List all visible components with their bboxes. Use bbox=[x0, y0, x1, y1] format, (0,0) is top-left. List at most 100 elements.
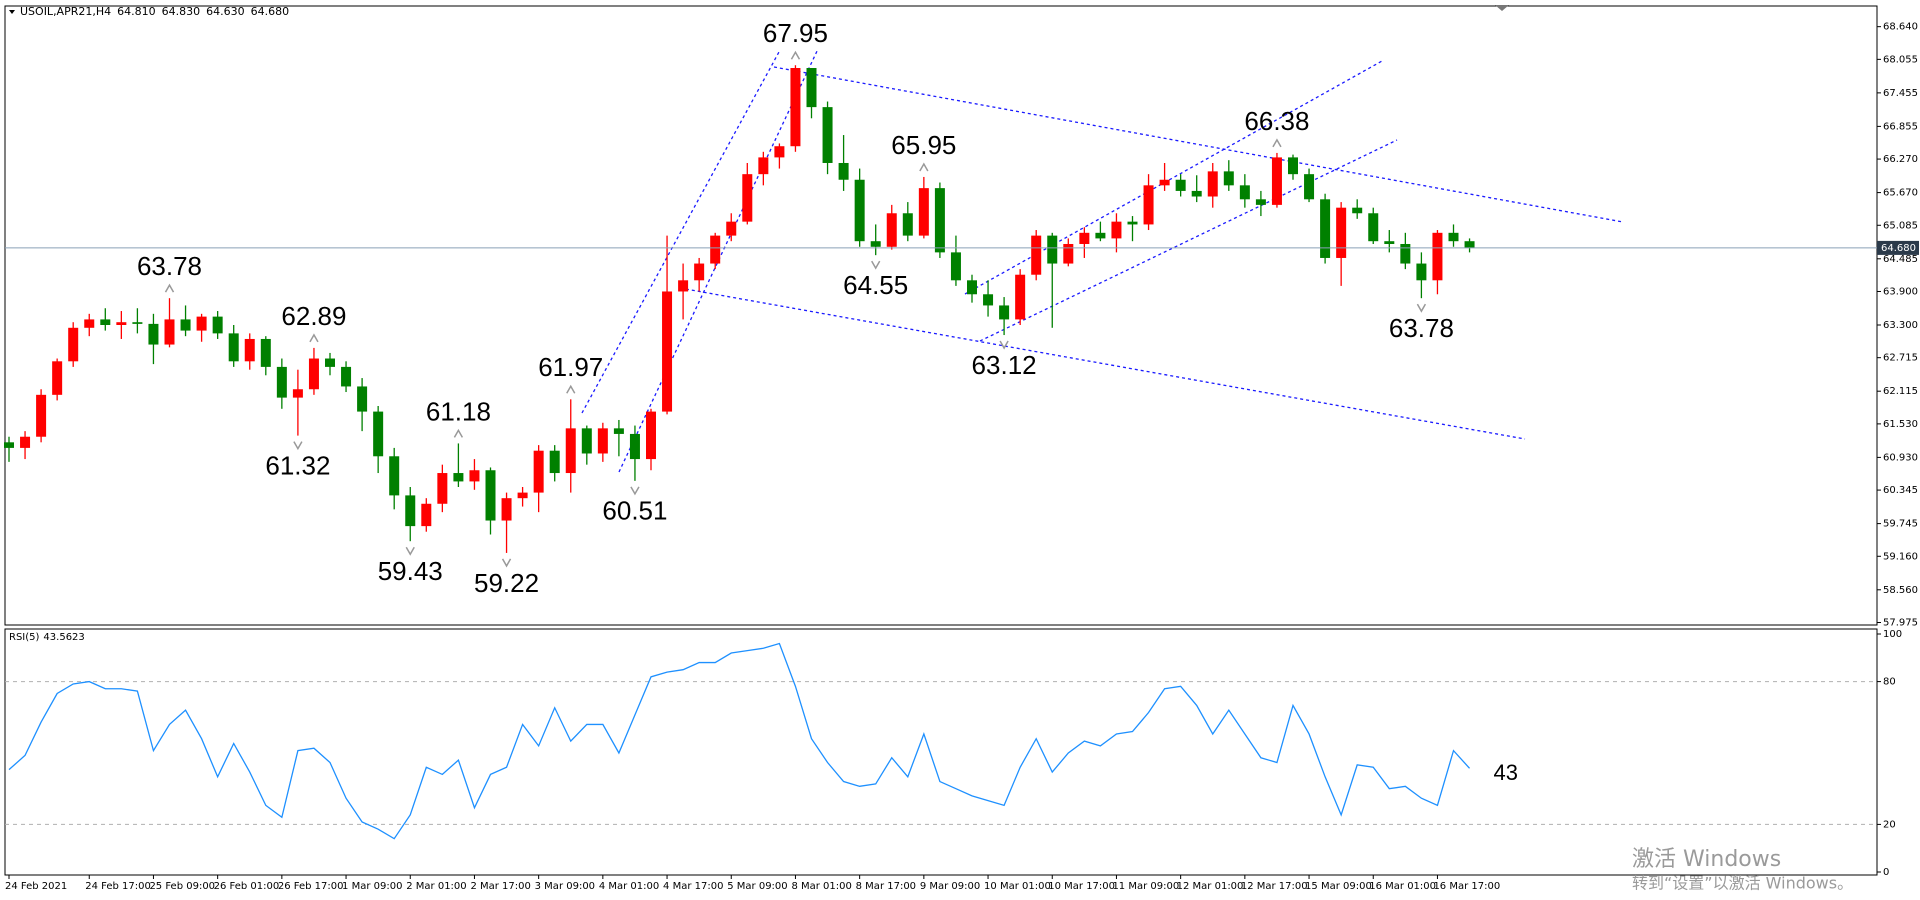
rsi-end-label: 43 bbox=[1494, 760, 1518, 785]
candle-body bbox=[228, 333, 239, 362]
candle-body bbox=[84, 319, 95, 328]
candle-body bbox=[148, 323, 159, 345]
candle-body bbox=[501, 498, 512, 521]
candle-body bbox=[918, 188, 929, 236]
candle-body bbox=[1191, 190, 1202, 197]
quote-value: 64.830 bbox=[162, 5, 201, 18]
y-tick-label: 64.485 bbox=[1883, 254, 1918, 265]
candle-body bbox=[678, 280, 689, 292]
candle-body bbox=[726, 221, 737, 236]
fractal-arrow bbox=[501, 558, 512, 568]
candle-body bbox=[1175, 179, 1186, 191]
candle-body bbox=[52, 361, 63, 395]
fractal-arrow bbox=[919, 162, 929, 172]
fractal-arrow bbox=[453, 428, 464, 438]
candle-body bbox=[180, 319, 191, 331]
candle-body bbox=[1368, 213, 1379, 242]
candle-body bbox=[1031, 235, 1042, 275]
candle-body bbox=[581, 428, 592, 454]
x-tick-label: 4 Mar 17:00 bbox=[663, 881, 723, 892]
current-price-label: 64.680 bbox=[1881, 243, 1916, 254]
low-annotation: 59.43 bbox=[378, 556, 443, 586]
rsi-current: 43.5623 bbox=[43, 632, 84, 643]
candle-body bbox=[1448, 232, 1459, 242]
fractal-arrow bbox=[405, 546, 415, 556]
x-tick-label: 16 Mar 17:00 bbox=[1433, 881, 1500, 892]
y-tick-label: 61.530 bbox=[1883, 419, 1918, 430]
x-tick-label: 12 Mar 01:00 bbox=[1177, 881, 1244, 892]
x-tick-label: 26 Feb 01:00 bbox=[214, 881, 280, 892]
candle-body bbox=[597, 428, 608, 454]
low-annotation: 61.32 bbox=[265, 450, 330, 480]
candle-body bbox=[437, 473, 448, 504]
x-tick-label: 8 Mar 01:00 bbox=[791, 881, 851, 892]
candle-body bbox=[389, 456, 400, 496]
candle-body bbox=[774, 146, 785, 158]
candle-body bbox=[1384, 241, 1395, 244]
y-tick-label: 59.160 bbox=[1883, 551, 1918, 562]
candle-body bbox=[196, 316, 207, 331]
x-tick-label: 10 Mar 17:00 bbox=[1048, 881, 1115, 892]
candle-body bbox=[485, 470, 496, 521]
y-tick-label: 20 bbox=[1883, 819, 1896, 830]
candle-body bbox=[1288, 157, 1298, 175]
candle-body bbox=[308, 358, 319, 390]
candle-body bbox=[967, 280, 977, 295]
low-annotation: 63.12 bbox=[972, 350, 1037, 380]
candle-body bbox=[276, 366, 287, 398]
x-tick-label: 2 Mar 01:00 bbox=[406, 881, 466, 892]
y-tick-label: 65.670 bbox=[1883, 188, 1918, 199]
candle-body bbox=[549, 450, 560, 474]
high-annotation: 61.97 bbox=[538, 352, 603, 382]
candle-body bbox=[742, 174, 753, 222]
candle-body bbox=[533, 450, 544, 493]
x-tick-label: 9 Mar 09:00 bbox=[920, 881, 980, 892]
quote-value: 64.630 bbox=[206, 5, 245, 18]
candle-body bbox=[1464, 241, 1475, 248]
rsi-header: RSI(5) 43.5623 bbox=[9, 632, 85, 643]
fractal-arrow bbox=[630, 486, 640, 496]
candle-body bbox=[68, 327, 79, 362]
fractal-arrow bbox=[293, 441, 303, 451]
low-annotation: 63.78 bbox=[1389, 313, 1454, 343]
candle-body bbox=[886, 213, 897, 247]
candle-body bbox=[1223, 171, 1234, 186]
x-tick-label: 24 Feb 17:00 bbox=[85, 881, 151, 892]
fractal-arrow bbox=[790, 50, 801, 60]
x-tick-label: 15 Mar 09:00 bbox=[1305, 881, 1372, 892]
y-tick-label: 60.345 bbox=[1883, 485, 1918, 496]
y-tick-label: 57.975 bbox=[1883, 617, 1918, 628]
y-tick-label: 67.455 bbox=[1883, 88, 1918, 99]
candle-body bbox=[999, 305, 1010, 320]
candle-body bbox=[646, 411, 656, 460]
candle-body bbox=[1432, 232, 1443, 281]
candle-body bbox=[694, 263, 705, 281]
y-tick-label: 62.715 bbox=[1883, 353, 1918, 364]
rsi-panel bbox=[4, 628, 1878, 876]
candle-body bbox=[292, 389, 303, 398]
x-tick-label: 1 Mar 09:00 bbox=[342, 881, 402, 892]
chart-header: USOIL,APR21,H4 64.810 64.830 64.630 64.680 bbox=[20, 5, 289, 18]
candle-body bbox=[1143, 185, 1154, 225]
trend-line bbox=[679, 287, 1526, 440]
x-tick-label: 4 Mar 01:00 bbox=[599, 881, 659, 892]
candle-body bbox=[983, 294, 994, 306]
panel-menu-icon[interactable] bbox=[1495, 5, 1509, 11]
trend-line bbox=[581, 51, 780, 414]
x-tick-label: 24 Feb 2021 bbox=[5, 881, 67, 892]
symbol: USOIL,APR21,H4 bbox=[20, 5, 111, 18]
candle-body bbox=[100, 319, 111, 325]
header-icon bbox=[9, 10, 15, 14]
low-annotation: 59.22 bbox=[474, 568, 539, 598]
high-annotation: 66.38 bbox=[1244, 106, 1309, 136]
y-tick-label: 59.745 bbox=[1883, 519, 1918, 530]
y-tick-label: 58.560 bbox=[1883, 585, 1918, 596]
fractal-arrow bbox=[164, 283, 175, 293]
y-tick-label: 65.085 bbox=[1883, 220, 1918, 231]
candle-body bbox=[1047, 235, 1058, 264]
y-tick-label: 63.900 bbox=[1883, 286, 1918, 297]
candle-body bbox=[132, 322, 143, 324]
y-tick-label: 80 bbox=[1883, 677, 1896, 688]
candle-body bbox=[1111, 221, 1122, 239]
